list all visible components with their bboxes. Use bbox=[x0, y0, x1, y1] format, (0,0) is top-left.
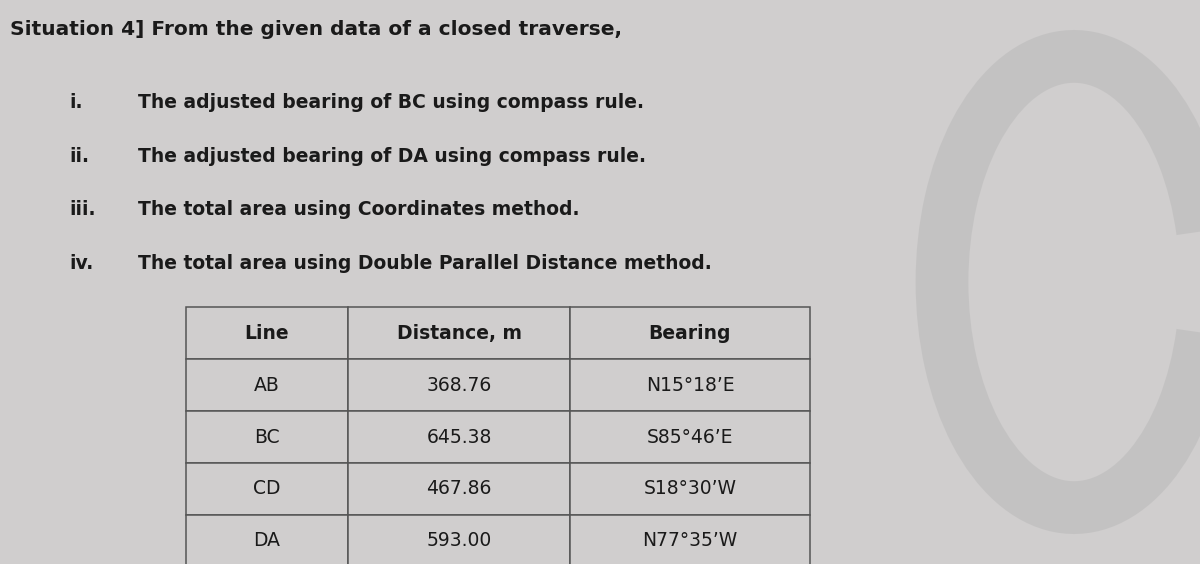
Text: 368.76: 368.76 bbox=[426, 376, 492, 395]
Bar bbox=[570, 463, 810, 515]
Bar bbox=[570, 515, 810, 564]
Text: BC: BC bbox=[254, 428, 280, 447]
Text: 645.38: 645.38 bbox=[426, 428, 492, 447]
Bar bbox=[570, 411, 810, 463]
Text: 593.00: 593.00 bbox=[426, 531, 492, 550]
Text: 467.86: 467.86 bbox=[426, 479, 492, 499]
Text: Line: Line bbox=[245, 324, 289, 343]
Text: Bearing: Bearing bbox=[649, 324, 731, 343]
Text: The total area using Double Parallel Distance method.: The total area using Double Parallel Dis… bbox=[138, 254, 712, 273]
Text: S18°30’W: S18°30’W bbox=[643, 479, 737, 499]
Bar bbox=[186, 307, 348, 359]
Bar bbox=[348, 515, 570, 564]
Text: S85°46’E: S85°46’E bbox=[647, 428, 733, 447]
Bar bbox=[186, 463, 348, 515]
Text: ii.: ii. bbox=[70, 147, 90, 166]
Text: Situation 4] From the given data of a closed traverse,: Situation 4] From the given data of a cl… bbox=[10, 20, 622, 39]
Bar bbox=[348, 411, 570, 463]
Bar bbox=[570, 359, 810, 411]
Text: The total area using Coordinates method.: The total area using Coordinates method. bbox=[138, 200, 580, 219]
Text: The adjusted bearing of DA using compass rule.: The adjusted bearing of DA using compass… bbox=[138, 147, 646, 166]
Bar bbox=[570, 307, 810, 359]
Bar bbox=[348, 463, 570, 515]
Text: i.: i. bbox=[70, 93, 83, 112]
Text: CD: CD bbox=[253, 479, 281, 499]
Bar bbox=[348, 307, 570, 359]
Text: N15°18’E: N15°18’E bbox=[646, 376, 734, 395]
Text: iii.: iii. bbox=[70, 200, 96, 219]
Text: DA: DA bbox=[253, 531, 281, 550]
Text: N77°35’W: N77°35’W bbox=[642, 531, 738, 550]
Text: AB: AB bbox=[254, 376, 280, 395]
Bar bbox=[186, 515, 348, 564]
Text: iv.: iv. bbox=[70, 254, 94, 273]
Bar bbox=[186, 411, 348, 463]
Bar bbox=[186, 359, 348, 411]
Text: The adjusted bearing of BC using compass rule.: The adjusted bearing of BC using compass… bbox=[138, 93, 644, 112]
Bar bbox=[348, 359, 570, 411]
Text: Distance, m: Distance, m bbox=[396, 324, 522, 343]
